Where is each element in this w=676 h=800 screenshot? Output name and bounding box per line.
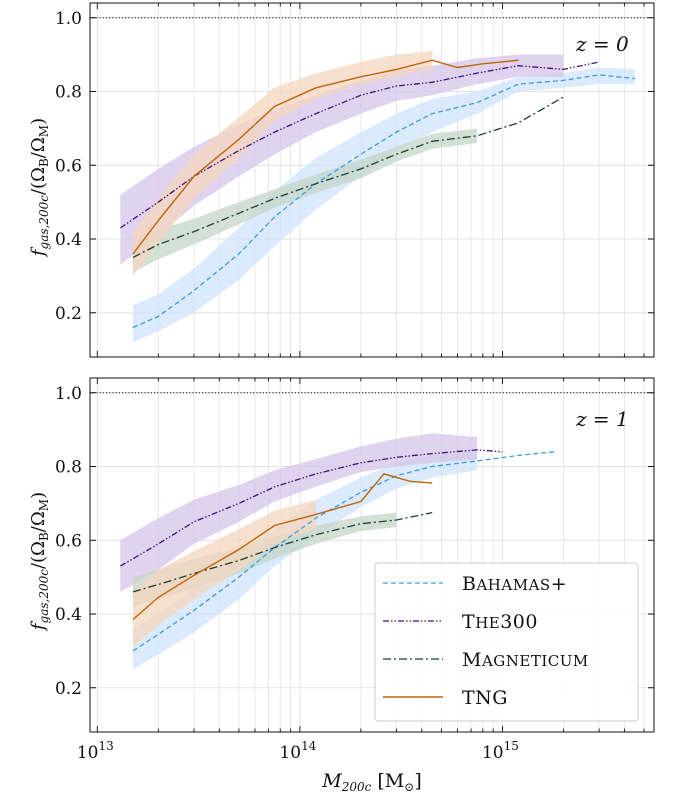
band-magneticum xyxy=(133,128,478,273)
legend-box xyxy=(374,562,639,722)
y-axis-label-top: fgas,200c/(ΩB/ΩM) xyxy=(28,118,51,258)
y-tick-label: 0.6 xyxy=(55,531,82,551)
axes-frame xyxy=(89,377,655,733)
series-line-tng xyxy=(132,59,519,255)
legend: BAHAMAS+ THE300 MAGNETICUM TNG xyxy=(374,562,639,722)
series-line-bahamas xyxy=(132,451,555,652)
y-tick-label: 0.8 xyxy=(55,83,82,103)
series-line-magneticum xyxy=(132,96,564,258)
annotation-z0: z = 0 xyxy=(575,32,629,56)
x-axis-label: M200c [M⊙] xyxy=(321,770,422,794)
x-tick-label: 1015 xyxy=(482,739,519,763)
series-line-bahamas xyxy=(132,74,635,329)
panel-z1: 0.2 0.4 0.6 0.8 1.0 1013 1014 1015 xyxy=(55,377,655,763)
series-line-the300 xyxy=(120,449,503,567)
series-line-magneticum xyxy=(132,511,433,593)
y-tick-label: 0.2 xyxy=(55,304,82,324)
legend-label-bahamas: BAHAMAS+ xyxy=(462,573,567,595)
y-tick-label: 0.4 xyxy=(55,230,82,250)
x-tick-label: 1014 xyxy=(279,739,316,763)
band-tng xyxy=(133,499,316,648)
series-line-the300 xyxy=(120,61,600,229)
band-tng xyxy=(133,50,433,276)
x-axis-label-unit-sub: ⊙ xyxy=(404,780,414,794)
y-tick-label: 1.0 xyxy=(55,9,82,29)
band-bahamas xyxy=(133,451,478,670)
legend-label-tng: TNG xyxy=(462,687,508,709)
panel-z0: 0.2 0.4 0.6 0.8 1.0 xyxy=(55,2,655,358)
x-axis-label-close: ] xyxy=(414,770,421,792)
legend-label-the300: THE300 xyxy=(462,611,538,633)
band-the300 xyxy=(120,433,478,592)
x-axis-label-unit: [M xyxy=(371,770,404,792)
y-axis-label-bottom: fgas,200c/(ΩB/ΩM) xyxy=(28,492,51,632)
x-axis-label-sub: 200c xyxy=(341,780,372,794)
y-tick-label: 0.4 xyxy=(55,605,82,625)
band-bahamas xyxy=(133,67,635,343)
y-tick-label: 0.8 xyxy=(55,458,82,478)
series-line-tng xyxy=(132,473,433,621)
y-tick-label: 0.6 xyxy=(55,156,82,176)
y-tick-label: 0.2 xyxy=(55,679,82,699)
legend-label-magneticum: MAGNETICUM xyxy=(462,649,589,671)
annotation-z1: z = 1 xyxy=(575,407,629,431)
x-axis-label-main: M xyxy=(321,770,342,792)
y-tick-label: 1.0 xyxy=(55,384,82,404)
x-tick-label: 1013 xyxy=(77,739,114,763)
axes-frame xyxy=(89,2,655,358)
